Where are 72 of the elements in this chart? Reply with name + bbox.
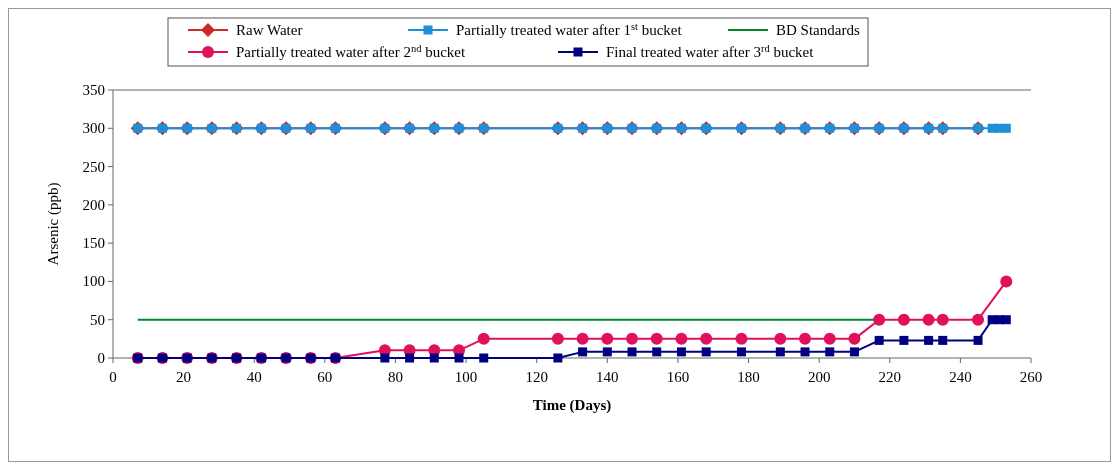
y-tick-label: 300 <box>82 120 105 137</box>
x-tick-label: 240 <box>949 369 972 385</box>
y-tick-label: 50 <box>90 311 105 328</box>
x-tick-label: 180 <box>737 369 760 385</box>
point <box>578 347 588 357</box>
point <box>849 347 859 357</box>
point <box>848 332 861 345</box>
x-tick-label: 200 <box>807 369 831 385</box>
point <box>602 347 612 357</box>
point <box>576 332 589 345</box>
point <box>627 347 637 357</box>
point <box>479 353 489 363</box>
point <box>477 332 490 345</box>
legend-label: Partially treated water after 1$^{st}$ bucket <box>456 20 683 38</box>
point <box>454 353 464 363</box>
x-tick-label: 100 <box>454 369 478 385</box>
point <box>972 313 985 326</box>
y-tick-label: 250 <box>82 158 105 175</box>
point <box>922 313 935 326</box>
point <box>429 353 439 363</box>
legend-label: BD Standards <box>776 22 860 38</box>
x-tick-label: 0 <box>109 369 117 385</box>
y-axis-title: Arsenic (ppb) <box>45 182 62 266</box>
point <box>736 347 746 357</box>
point <box>973 335 983 345</box>
point <box>799 332 812 345</box>
point <box>405 353 415 363</box>
point <box>899 335 909 345</box>
point <box>380 353 390 363</box>
point <box>924 335 934 345</box>
point <box>774 332 787 345</box>
legend-label: Raw Water <box>236 22 303 38</box>
x-axis-title: Time (Days) <box>532 397 612 414</box>
point <box>601 332 614 345</box>
y-tick-label: 200 <box>82 196 105 213</box>
point <box>938 335 948 345</box>
point <box>551 332 564 345</box>
legend-label: Partially treated water after 2$^{nd}$ bucket <box>236 42 466 60</box>
point <box>823 332 836 345</box>
x-tick-label: 80 <box>387 369 403 385</box>
point <box>650 332 663 345</box>
point <box>825 347 835 357</box>
point <box>897 313 910 326</box>
x-tick-label: 40 <box>246 369 262 385</box>
point <box>652 347 662 357</box>
y-tick-label: 100 <box>82 273 105 290</box>
point <box>700 332 713 345</box>
x-tick-label: 140 <box>596 369 619 385</box>
y-tick-label: 0 <box>97 350 105 366</box>
y-tick-label: 350 <box>82 82 105 98</box>
point <box>775 347 785 357</box>
point <box>553 353 563 363</box>
point <box>1001 315 1011 325</box>
x-tick-label: 220 <box>878 369 902 385</box>
point <box>1001 123 1011 133</box>
legend-label: Final treated water after 3$^{rd}$ bucket <box>606 42 815 60</box>
point <box>676 347 686 357</box>
point <box>873 313 886 326</box>
point <box>701 347 711 357</box>
point <box>735 332 748 345</box>
point <box>800 347 810 357</box>
point <box>675 332 688 345</box>
point <box>1000 275 1013 288</box>
x-tick-label: 20 <box>176 369 192 385</box>
x-tick-label: 260 <box>1019 369 1043 385</box>
point <box>874 335 884 345</box>
y-tick-label: 150 <box>82 235 105 252</box>
x-tick-label: 60 <box>317 369 333 385</box>
x-tick-label: 120 <box>525 369 548 385</box>
point <box>626 332 639 345</box>
x-tick-label: 160 <box>666 369 690 385</box>
point <box>936 313 949 326</box>
